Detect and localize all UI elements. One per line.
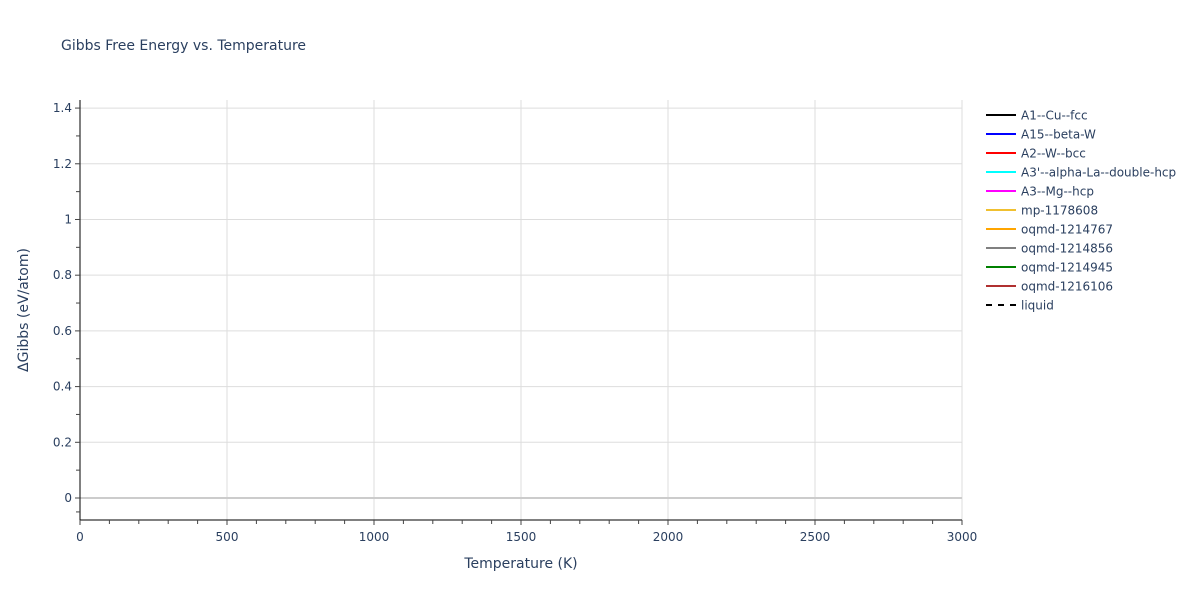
y-tick-label: 0 xyxy=(64,491,72,505)
legend-item[interactable]: A3--Mg--hcp xyxy=(986,185,1094,199)
y-tick-label: 0.8 xyxy=(53,268,72,282)
axes: 0 500 1000 1500 2000 2500 3000 0 0.2 0.4 0.6 0.8 1 1.… xyxy=(53,100,977,544)
legend-item[interactable]: oqmd-1216106 xyxy=(986,280,1113,294)
legend-item[interactable]: A15--beta-W xyxy=(986,128,1096,142)
x-tick-label: 1000 xyxy=(359,530,390,544)
legend-item[interactable]: oqmd-1214767 xyxy=(986,223,1113,237)
legend-label: A1--Cu--fcc xyxy=(1021,109,1088,123)
x-tick-label: 2500 xyxy=(800,530,831,544)
x-tick-label: 2000 xyxy=(653,530,684,544)
legend-item[interactable]: A1--Cu--fcc xyxy=(986,109,1088,123)
legend-item[interactable]: liquid xyxy=(986,299,1054,313)
y-tick-label: 1.2 xyxy=(53,157,72,171)
grid xyxy=(80,100,963,520)
legend-label: mp-1178608 xyxy=(1021,204,1098,218)
y-tick-label: 0.6 xyxy=(53,324,72,338)
x-tick-label: 3000 xyxy=(947,530,978,544)
y-tick-label: 1 xyxy=(64,212,72,226)
legend-item[interactable]: oqmd-1214856 xyxy=(986,242,1113,256)
y-axis-label: ΔGibbs (eV/atom) xyxy=(16,248,32,372)
legend-label: A3'--alpha-La--double-hcp xyxy=(1021,166,1176,180)
y-tick-label: 0.4 xyxy=(53,380,72,394)
legend-item[interactable]: oqmd-1214945 xyxy=(986,261,1113,275)
legend-label: oqmd-1214767 xyxy=(1021,223,1113,237)
legend-label: A2--W--bcc xyxy=(1021,147,1086,161)
legend-label: oqmd-1214945 xyxy=(1021,261,1113,275)
legend-label: liquid xyxy=(1021,299,1054,313)
y-tick-label: 0.2 xyxy=(53,435,72,449)
legend-item[interactable]: mp-1178608 xyxy=(986,204,1098,218)
x-tick-label: 0 xyxy=(76,530,84,544)
chart-title: Gibbs Free Energy vs. Temperature xyxy=(61,38,306,54)
legend[interactable]: A1--Cu--fcc A15--beta-W A2--W--bcc A3'--alp… xyxy=(986,109,1176,313)
legend-label: oqmd-1216106 xyxy=(1021,280,1113,294)
legend-item[interactable]: A3'--alpha-La--double-hcp xyxy=(986,166,1176,180)
x-axis-label: Temperature (K) xyxy=(463,556,577,572)
x-tick-label: 500 xyxy=(216,530,239,544)
x-tick-label: 1500 xyxy=(506,530,537,544)
y-tick-label: 1.4 xyxy=(53,101,72,115)
legend-label: A15--beta-W xyxy=(1021,128,1096,142)
legend-label: A3--Mg--hcp xyxy=(1021,185,1094,199)
legend-label: oqmd-1214856 xyxy=(1021,242,1113,256)
legend-item[interactable]: A2--W--bcc xyxy=(986,147,1086,161)
